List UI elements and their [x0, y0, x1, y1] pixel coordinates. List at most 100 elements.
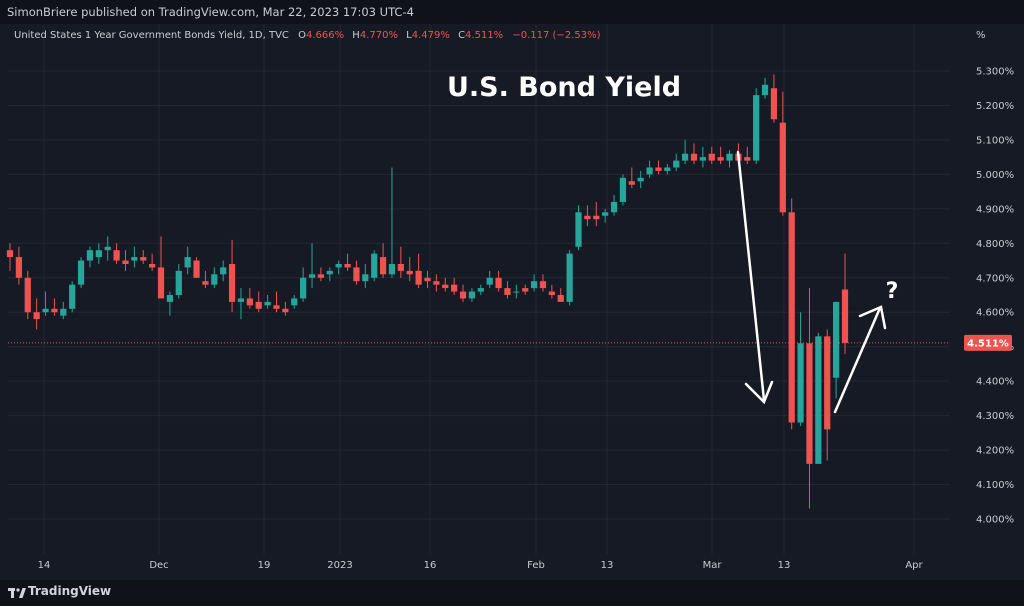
candle — [522, 284, 529, 295]
candle-body — [326, 270, 333, 275]
candle-body — [788, 212, 795, 423]
legend-high-label: H — [352, 30, 360, 41]
up-arrow — [833, 305, 887, 414]
candle-body — [806, 343, 813, 464]
candle — [575, 205, 582, 251]
candle — [131, 246, 138, 268]
legend: United States 1 Year Government Bonds Yi… — [14, 30, 601, 41]
price-chart[interactable]: United States 1 Year Government Bonds Yi… — [0, 24, 1024, 580]
candle-body — [664, 167, 671, 171]
legend-high-value: 4.770% — [360, 30, 398, 41]
candle-body — [6, 250, 14, 258]
candle-body — [77, 260, 85, 285]
candle-body — [699, 157, 706, 161]
candle — [539, 274, 547, 292]
candle — [166, 291, 174, 316]
candle — [202, 270, 209, 289]
legend-low-value: 4.479% — [412, 30, 450, 41]
candle — [504, 281, 511, 299]
candle — [717, 146, 724, 165]
candle — [157, 236, 165, 299]
candle — [815, 332, 822, 464]
y-tick-label: 4.100% — [976, 480, 1014, 491]
candle — [442, 277, 449, 292]
candle-body — [433, 281, 440, 285]
candle — [246, 288, 253, 309]
candle — [797, 312, 804, 426]
candle-body — [637, 177, 644, 182]
candle — [344, 253, 351, 271]
candle — [451, 277, 458, 295]
y-tick-label: 4.800% — [976, 239, 1014, 250]
candle-body — [291, 298, 298, 306]
candle — [530, 274, 538, 292]
legend-low-label: L — [406, 30, 412, 41]
x-tick-label: Feb — [527, 560, 545, 571]
candle-body — [113, 250, 120, 261]
candle-body — [308, 274, 316, 278]
candle — [308, 243, 316, 289]
candle — [69, 281, 76, 313]
candle — [149, 253, 156, 271]
candle-body — [220, 267, 227, 275]
candle — [264, 295, 271, 309]
x-tick-label: Apr — [905, 560, 923, 571]
candle-body — [15, 257, 22, 278]
candle — [77, 257, 85, 289]
candle — [788, 198, 795, 430]
tradingview-brand: TradingView — [28, 584, 112, 598]
candle-body — [575, 212, 582, 247]
candle-body — [815, 336, 822, 464]
candle — [175, 263, 182, 299]
candle — [397, 246, 404, 278]
candle-body — [833, 301, 840, 378]
candle-body — [211, 274, 218, 285]
candle-body — [593, 215, 600, 220]
candle-body — [681, 153, 689, 161]
candle-body — [282, 308, 289, 313]
candle — [699, 146, 706, 168]
candle-body — [824, 336, 831, 430]
candle — [770, 74, 778, 123]
candle-body — [557, 295, 564, 302]
candle-body — [753, 95, 760, 161]
candle-body — [486, 277, 493, 285]
candle-body — [237, 298, 245, 302]
candle-body — [122, 260, 129, 264]
candle — [122, 250, 129, 271]
candle — [681, 139, 689, 165]
candle — [113, 243, 120, 264]
candle — [415, 253, 422, 289]
candle — [95, 243, 102, 264]
candle — [495, 270, 502, 292]
candle-body — [602, 212, 609, 216]
candle-body — [770, 88, 778, 120]
chart-grid — [8, 24, 950, 554]
candle — [51, 298, 58, 316]
candle — [806, 288, 813, 509]
y-tick-label: 4.400% — [976, 377, 1014, 388]
candle — [326, 267, 333, 282]
candle — [15, 246, 22, 285]
candle-body — [344, 263, 351, 268]
candle — [42, 291, 49, 316]
candle — [646, 160, 653, 178]
candle — [637, 170, 644, 189]
candle — [602, 208, 609, 223]
x-tick-label: 13 — [778, 560, 791, 571]
y-tick-label: 5.200% — [976, 101, 1014, 112]
candle — [557, 288, 564, 302]
candle — [459, 284, 467, 302]
candle-body — [761, 84, 769, 96]
candle — [424, 270, 431, 289]
candle — [273, 291, 280, 313]
candle — [433, 274, 440, 292]
candle-body — [60, 308, 67, 316]
candle-body — [584, 215, 591, 220]
candle-body — [459, 291, 467, 299]
x-tick-label: 16 — [424, 560, 437, 571]
chart-title: U.S. Bond Yield — [447, 72, 681, 103]
candle-body — [424, 277, 431, 282]
candle — [841, 253, 849, 354]
candle — [33, 298, 40, 330]
